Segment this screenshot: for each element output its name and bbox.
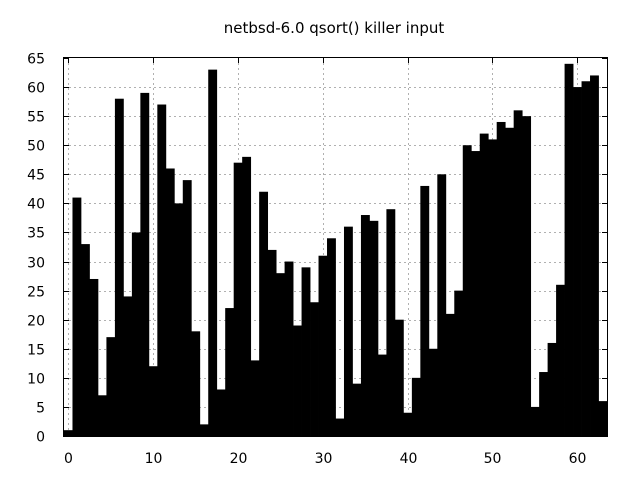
bar-48 — [471, 151, 481, 437]
bar-60 — [573, 87, 582, 436]
bar-30 — [318, 255, 328, 436]
bar-39 — [394, 319, 404, 436]
bar-23 — [259, 191, 269, 436]
x-tick-label: 30 — [315, 451, 333, 467]
bar-5 — [106, 337, 116, 436]
bar-14 — [182, 180, 192, 436]
bar-49 — [479, 133, 489, 436]
y-tick-label: 30 — [27, 256, 45, 272]
y-tick-label: 0 — [36, 430, 45, 446]
x-tick-label: 60 — [569, 451, 587, 467]
y-tick-label: 60 — [27, 81, 45, 97]
bar-61 — [581, 81, 591, 436]
x-tick-label: 50 — [484, 451, 502, 467]
bar-58 — [556, 284, 565, 436]
y-tick-label: 25 — [27, 285, 45, 301]
y-tick-label: 50 — [27, 139, 45, 155]
y-tick-label: 15 — [27, 343, 45, 359]
bar-57 — [547, 342, 557, 436]
bar-62 — [590, 75, 599, 436]
bar-21 — [242, 156, 252, 437]
bar-46 — [454, 290, 464, 436]
bar-8 — [131, 232, 141, 436]
bar-19 — [225, 308, 235, 436]
bar-32 — [335, 418, 345, 436]
bar-13 — [174, 203, 184, 436]
bar-31 — [327, 238, 336, 436]
x-tick-label: 40 — [400, 451, 418, 467]
bar-28 — [301, 267, 311, 436]
bar-34 — [352, 383, 362, 436]
bar-25 — [276, 273, 285, 436]
y-tick-label: 45 — [27, 168, 45, 184]
bar-24 — [267, 249, 277, 436]
bar-26 — [284, 261, 294, 436]
bar-59 — [564, 63, 574, 436]
bar-50 — [488, 139, 498, 437]
x-tick-label: 20 — [230, 451, 248, 467]
y-tick-label: 20 — [27, 314, 45, 330]
bar-52 — [505, 127, 515, 436]
bar-41 — [411, 377, 421, 436]
bar-56 — [539, 372, 549, 436]
bar-16 — [199, 424, 209, 436]
bar-53 — [513, 110, 523, 436]
bar-15 — [191, 331, 201, 436]
y-tick-label: 35 — [27, 226, 45, 242]
bar-2 — [80, 244, 90, 436]
bar-55 — [530, 406, 540, 436]
bar-43 — [428, 348, 438, 436]
bar-17 — [208, 69, 218, 436]
y-tick-label: 55 — [27, 110, 45, 126]
plot-frame — [63, 57, 608, 437]
bar-40 — [403, 412, 413, 436]
bar-36 — [369, 220, 379, 436]
bar-47 — [462, 145, 472, 437]
x-tick-label: 0 — [64, 451, 73, 467]
y-tick-label: 40 — [27, 197, 45, 213]
bar-35 — [360, 215, 370, 436]
y-tick-label: 10 — [27, 372, 45, 388]
bar-10 — [148, 366, 158, 436]
bar-20 — [233, 162, 243, 436]
bar-33 — [343, 226, 353, 436]
y-tick-label: 65 — [27, 52, 45, 68]
bar-54 — [522, 116, 532, 437]
bar-38 — [386, 209, 396, 436]
x-tick-label: 10 — [145, 451, 163, 467]
bar-29 — [310, 302, 319, 436]
bar-6 — [114, 98, 124, 437]
bar-7 — [123, 296, 133, 436]
bar-45 — [445, 313, 455, 436]
bar-12 — [165, 168, 175, 437]
ticks-layer: 0 5 10 15 20 25 30 35 40 45 50 55 60 65 0 10 20 30 40 50 60 — [27, 52, 607, 467]
bar-44 — [437, 174, 447, 436]
bar-9 — [140, 92, 150, 436]
bar-1 — [72, 197, 82, 436]
bar-27 — [293, 325, 302, 436]
bar-4 — [97, 395, 107, 436]
bar-3 — [89, 278, 99, 436]
bar-18 — [216, 389, 226, 436]
bar-11 — [157, 104, 167, 437]
bar-37 — [377, 354, 387, 436]
bar-22 — [250, 360, 260, 436]
bars-layer — [64, 63, 608, 437]
y-tick-label: 5 — [36, 401, 45, 417]
bar-51 — [496, 121, 506, 436]
bar-63 — [598, 401, 608, 436]
chart-title: netbsd-6.0 qsort() killer input — [224, 19, 445, 37]
bar-42 — [420, 185, 430, 436]
